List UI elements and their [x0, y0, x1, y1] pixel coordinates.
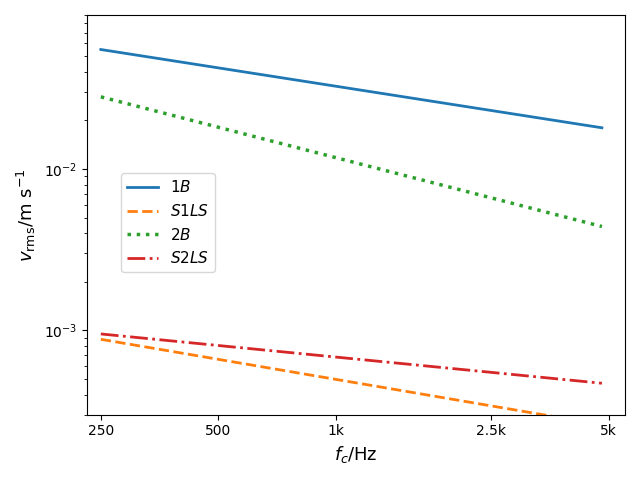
Y-axis label: $v_\mathrm{rms}$/m s$^{-1}$: $v_\mathrm{rms}$/m s$^{-1}$	[15, 168, 38, 262]
X-axis label: $f_c$/Hz: $f_c$/Hz	[334, 444, 378, 465]
Legend: $1B$, $S1LS$, $2B$, $S2LS$: $1B$, $S1LS$, $2B$, $S2LS$	[121, 173, 215, 273]
